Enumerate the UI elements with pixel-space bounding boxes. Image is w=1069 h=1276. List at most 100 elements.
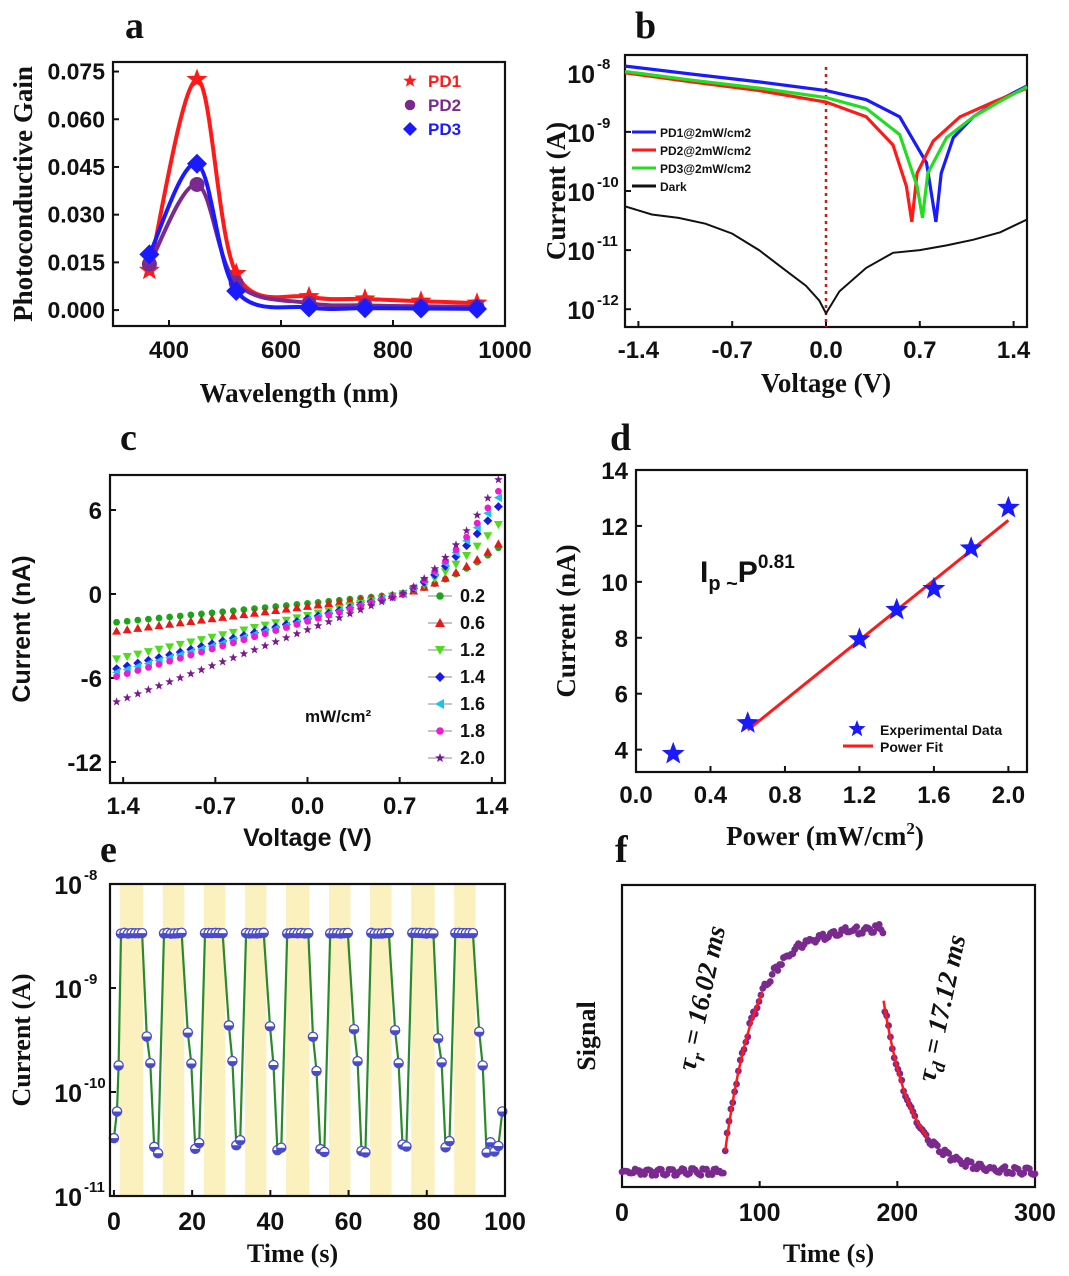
x-tick-label-c: 0.0 bbox=[291, 793, 324, 820]
data-point-2.0 bbox=[144, 685, 153, 694]
data-point-e-half bbox=[153, 1153, 163, 1158]
data-point-1.8 bbox=[304, 618, 311, 625]
data-point-0.6 bbox=[218, 612, 228, 621]
data-point-1.2 bbox=[249, 624, 259, 633]
x-tick-label-f: 200 bbox=[876, 1199, 918, 1227]
legend-label-Dark: Dark bbox=[660, 180, 687, 194]
y-tick-label-d: 8 bbox=[615, 626, 628, 653]
x-tick-label-a: 1000 bbox=[478, 337, 531, 364]
y-tick-label-d: 12 bbox=[601, 514, 628, 541]
data-point-0.2 bbox=[134, 616, 142, 624]
data-point-1.8 bbox=[187, 651, 195, 659]
legend-label-PD1: PD1 bbox=[428, 72, 461, 91]
data-point-2.0 bbox=[356, 605, 365, 614]
data-point-2.0 bbox=[324, 617, 333, 626]
data-point-1.4 bbox=[493, 502, 503, 512]
y-tick-label-d: 14 bbox=[601, 458, 628, 485]
data-point-1.2 bbox=[165, 643, 175, 652]
data-point-2.0 bbox=[335, 613, 344, 622]
data-point-e-half bbox=[401, 1146, 412, 1152]
data-point-e-half bbox=[482, 1152, 492, 1158]
data-point-f bbox=[1009, 1170, 1016, 1178]
data-point-PD3 bbox=[187, 153, 207, 174]
y-tick-exponent-b: -8 bbox=[597, 56, 610, 73]
legend-marker-0.6 bbox=[435, 618, 445, 627]
data-point-1.2 bbox=[175, 640, 185, 650]
data-point-2.0 bbox=[197, 665, 206, 674]
data-point-1.2 bbox=[133, 650, 143, 659]
x-tick-label-f: 300 bbox=[1014, 1199, 1056, 1227]
x-axis-label-d-sup: 2 bbox=[906, 819, 915, 838]
x-tick-label-e: 60 bbox=[335, 1208, 363, 1236]
data-point-2.0 bbox=[112, 697, 121, 706]
data-point-PD3 bbox=[139, 244, 160, 265]
legend-marker-PD2 bbox=[404, 99, 416, 111]
data-point-1.2 bbox=[239, 626, 249, 635]
data-point-e-half bbox=[468, 933, 478, 938]
data-point-e-half bbox=[112, 1111, 122, 1117]
data-point-0.6 bbox=[472, 554, 482, 564]
data-point-1.2 bbox=[472, 542, 482, 551]
data-point-e-half bbox=[394, 1063, 404, 1068]
data-point-e-half bbox=[183, 1032, 193, 1038]
data-point-0.6 bbox=[271, 605, 281, 615]
data-point-0.2 bbox=[155, 614, 163, 622]
data-point-e-half bbox=[218, 933, 228, 938]
illumination-on-band bbox=[454, 884, 476, 1196]
data-point-0.6 bbox=[186, 616, 196, 626]
data-point-experimental bbox=[736, 711, 760, 733]
annotation-p: P bbox=[738, 556, 758, 589]
data-point-0.6 bbox=[281, 604, 291, 613]
data-point-experimental bbox=[997, 495, 1020, 518]
x-axis-label-d: Power (mW/cm2) bbox=[726, 819, 924, 851]
legend-label-PD2@2mW/cm2: PD2@2mW/cm2 bbox=[660, 144, 751, 158]
data-point-e-half bbox=[194, 1142, 204, 1148]
data-point-2.0 bbox=[462, 526, 471, 535]
data-point-0.2 bbox=[113, 618, 120, 626]
panel-a: a 400 600 800 1000 0.000 0.015 0.030 0.045 0.060… bbox=[8, 5, 532, 408]
data-point-f bbox=[721, 1147, 729, 1155]
legend-label-PD3: PD3 bbox=[428, 120, 461, 139]
data-point-0.2 bbox=[251, 605, 258, 612]
x-tick-label-f: 0 bbox=[615, 1199, 629, 1227]
panel-letter-a: a bbox=[125, 5, 144, 47]
data-point-f bbox=[768, 971, 776, 978]
legend-label-1.6: 1.6 bbox=[460, 694, 485, 714]
data-point-e-half bbox=[433, 1038, 443, 1043]
data-point-e-half bbox=[349, 1029, 359, 1034]
data-point-0.6 bbox=[133, 623, 143, 632]
data-point-0.2 bbox=[145, 615, 152, 623]
x-tick-label-d: 0.4 bbox=[694, 782, 728, 809]
data-point-2.0 bbox=[398, 589, 408, 598]
y-tick-exponent-b: -9 bbox=[597, 115, 610, 132]
y-tick-label-a: 0.015 bbox=[47, 249, 105, 275]
data-point-2.0 bbox=[441, 553, 450, 562]
data-point-PD2 bbox=[189, 176, 205, 192]
legend-marker-1.6 bbox=[435, 699, 444, 709]
y-tick-label-a: 0.000 bbox=[47, 297, 105, 323]
data-point-f bbox=[708, 1171, 716, 1179]
data-point-f bbox=[766, 978, 774, 985]
x-axis-label-c: Voltage (V) bbox=[243, 824, 372, 852]
y-tick-label-b: 10 bbox=[567, 61, 595, 89]
data-point-1.8 bbox=[495, 487, 502, 495]
data-point-e-half bbox=[259, 932, 269, 938]
data-point-0.2 bbox=[219, 608, 227, 616]
data-point-2.0 bbox=[419, 574, 429, 583]
legend-label-2.0: 2.0 bbox=[460, 748, 485, 768]
data-point-1.8 bbox=[176, 654, 184, 662]
x-tick-label-f: 100 bbox=[739, 1199, 781, 1227]
data-point-1.2 bbox=[228, 628, 238, 637]
data-point-2.0 bbox=[260, 641, 270, 650]
y-tick-label-d: 10 bbox=[601, 570, 628, 597]
data-point-1.8 bbox=[113, 673, 120, 681]
x-tick-label-e: 40 bbox=[256, 1208, 284, 1236]
data-point-0.6 bbox=[462, 561, 472, 570]
data-point-1.4 bbox=[483, 516, 493, 526]
y-axis-label-d: Current (nA) bbox=[551, 544, 581, 697]
y-tick-label-e: 10 bbox=[54, 976, 82, 1004]
data-point-1.8 bbox=[198, 648, 205, 656]
data-point-2.0 bbox=[313, 621, 323, 630]
panel-b: b -1.4 -0.7 0.0 0.7 1.410-1210-1110-1010-910… bbox=[541, 5, 1031, 398]
